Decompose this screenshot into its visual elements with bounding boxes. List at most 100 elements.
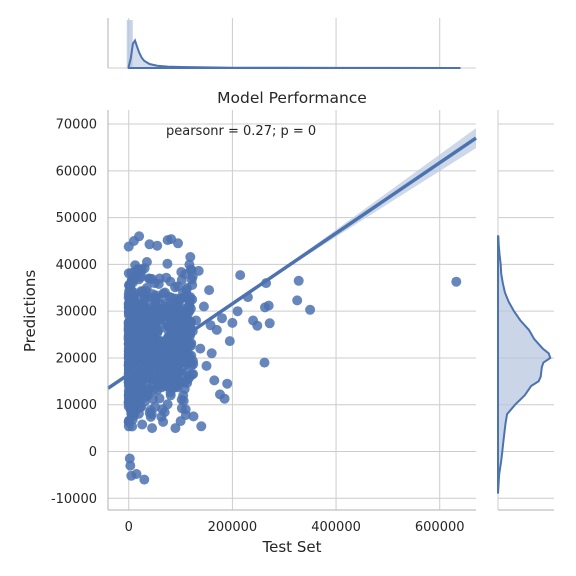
cluster-point [185,252,196,262]
scatter-point-31 [125,460,136,471]
cluster-point [185,292,196,303]
cluster-point [173,281,183,292]
cluster-point [155,299,166,310]
scatter-point-4 [264,318,275,329]
cluster-point [124,342,134,353]
y-tick-label-6: 50000 [56,211,97,226]
scatter-point-27 [123,241,134,252]
scatter-point-40 [217,313,227,324]
x-tick-label-1: 200000 [208,520,258,535]
scatter-point-44 [248,315,259,326]
chart-title: Model Performance [217,89,367,107]
top-marginal-histogram [107,18,476,69]
cluster-point [137,419,148,430]
top-marginal-density [127,38,461,69]
cluster-point [125,301,136,312]
cluster-point [130,272,140,283]
cluster-point [174,312,185,323]
cluster-point [156,382,167,393]
scatter-point-18 [193,265,204,276]
cluster-point [164,375,175,386]
scatter-point-59 [205,320,216,331]
scatter-point-46 [198,301,209,312]
cluster-point [176,267,187,277]
y-tick-label-5: 40000 [56,258,97,273]
cluster-point [129,353,140,364]
scatter-point-34 [188,411,199,422]
scatter-point-0 [451,276,462,287]
cluster-point [155,319,166,329]
scatter-points [123,231,462,485]
scatter-point-11 [224,336,235,347]
cluster-point [177,293,188,303]
scatter-point-24 [144,239,155,250]
cluster-point [152,327,163,338]
scatter-point-14 [215,389,225,400]
scatter-point-23 [152,240,163,251]
cluster-point [182,303,193,314]
cluster-point [156,411,167,422]
scatter-point-3 [292,295,303,306]
scatter-point-51 [149,278,160,289]
main-plot-axes: 0 200000 400000 600000 -10000 0 10000 20000 3000… [51,110,476,535]
cluster-point [144,333,155,344]
scatter-point-15 [209,375,220,386]
cluster-point [173,347,184,358]
cluster-point [157,336,168,347]
regression-fit [107,128,477,391]
scatter-point-55 [157,404,168,415]
y-axis-label: Predictions [21,270,39,353]
cluster-point [140,346,151,357]
cluster-point [134,376,144,386]
y-tick-label-0: -10000 [51,492,97,507]
cluster-point [173,323,184,334]
cluster-point [125,379,136,389]
scatter-point-10 [235,270,246,281]
pearson-annotation: pearsonr = 0.27; p = 0 [166,124,316,139]
scatter-point-2 [293,275,304,286]
cluster-point [133,322,144,333]
scatter-point-50 [154,367,165,377]
cluster-point [145,405,156,416]
scatter-point-58 [195,343,206,354]
scatter-point-57 [160,287,170,298]
y-tick-label-3: 20000 [56,351,97,366]
right-marginal-density [497,235,552,494]
scatter-point-16 [201,360,212,371]
cluster-point [148,394,158,404]
cluster-point [136,391,147,402]
scatter-point-17 [196,421,207,432]
cluster-point [165,390,176,401]
scatter-point-22 [162,235,173,246]
scatter-point-41 [227,317,238,328]
scatter-point-32 [124,453,135,464]
scatter-point-45 [204,285,215,296]
y-tick-label-8: 70000 [56,118,97,133]
scatter-point-38 [206,348,217,359]
scatter-point-12 [222,378,233,389]
scatter-point-1 [305,304,316,315]
scatter-point-47 [191,315,202,326]
scatter-point-37 [178,390,189,401]
scatter-point-19 [185,264,196,275]
scatter-point-42 [232,306,243,317]
top-marginal-bar [126,20,133,68]
cluster-point [184,373,194,383]
y-tick-label-2: 10000 [56,398,97,413]
cluster-point [165,333,176,344]
cluster-point [123,415,134,426]
scatter-point-8 [259,357,270,368]
x-tick-label-2: 400000 [311,520,361,535]
cluster-point [165,276,176,287]
dense-point-cluster [123,252,199,432]
cluster-point [123,289,134,300]
scatter-point-28 [139,474,150,485]
scatter-point-49 [165,353,176,363]
regression-line [107,136,477,390]
cluster-point [139,292,150,303]
y-tick-label-7: 60000 [56,164,97,179]
scatter-point-30 [126,470,137,481]
scatter-point-53 [136,264,147,275]
